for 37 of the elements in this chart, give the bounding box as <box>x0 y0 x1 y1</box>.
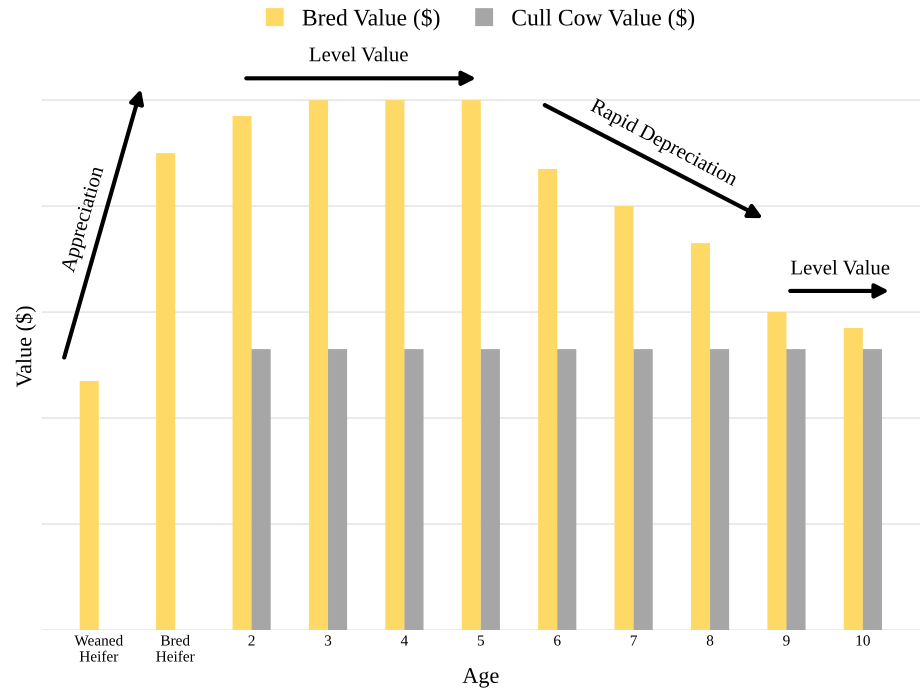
bar <box>690 243 710 630</box>
bar <box>404 349 424 630</box>
bar <box>862 349 882 630</box>
x-tick-label: 5 <box>478 635 484 646</box>
legend-label: Bred Value ($) <box>302 8 440 30</box>
bar <box>328 349 348 630</box>
x-tick-label: 3 <box>324 635 332 646</box>
y-axis-title: Value ($) <box>15 306 36 388</box>
x-tick-label: 9 <box>783 635 790 646</box>
bar <box>480 349 500 630</box>
bar <box>786 349 806 630</box>
x-tick-label: Bred Heifer <box>156 634 195 662</box>
bar <box>538 168 558 630</box>
bar <box>557 349 576 630</box>
bar <box>844 328 863 630</box>
bar <box>634 349 653 630</box>
bar <box>614 206 634 630</box>
x-tick-label: 4 <box>400 635 408 646</box>
x-tick-label: 10 <box>856 635 870 646</box>
x-tick-label: 6 <box>554 635 561 646</box>
bar <box>252 349 271 630</box>
bar <box>308 100 328 630</box>
text: Level Value <box>309 46 408 62</box>
legend-label: Cull Cow Value ($) <box>512 8 694 30</box>
bar <box>156 153 176 630</box>
bar <box>232 116 252 630</box>
annotation: Level Value <box>790 260 890 275</box>
bar <box>80 380 99 630</box>
x-tick-label: Weaned Heifer <box>74 634 124 662</box>
x-tick-label: 2 <box>248 635 255 646</box>
bar <box>710 349 730 630</box>
x-tick-label: 8 <box>706 635 714 646</box>
x-axis-title: Age <box>462 668 499 688</box>
bar <box>462 100 481 630</box>
bar <box>767 312 786 630</box>
x-tick-label: 7 <box>630 635 638 646</box>
bar <box>385 100 404 630</box>
